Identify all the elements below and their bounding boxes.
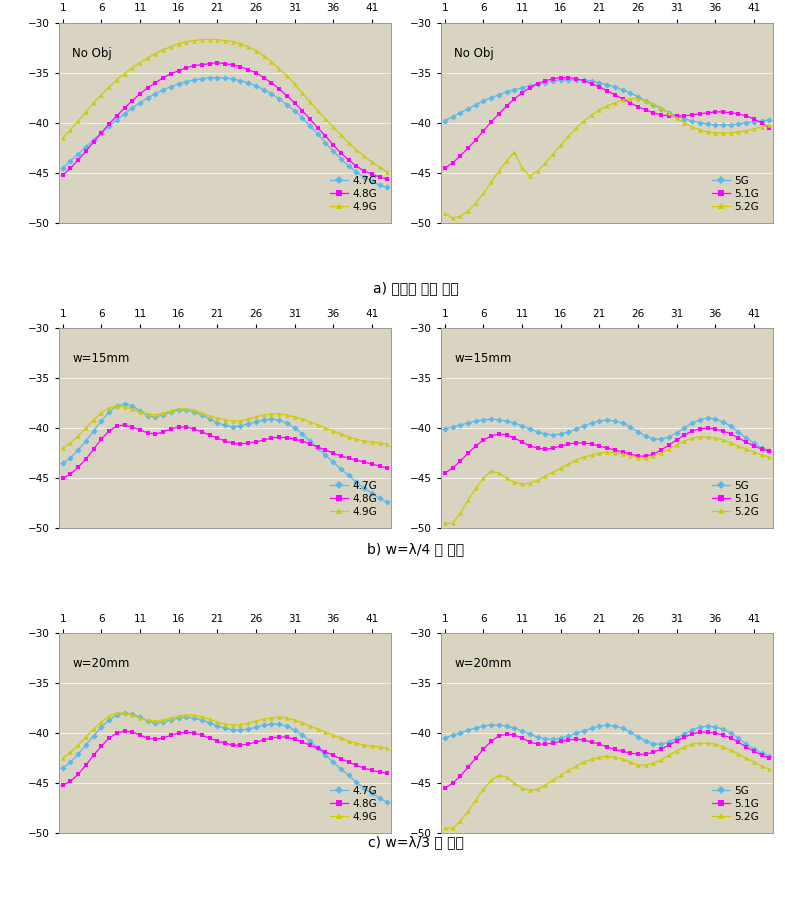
Legend: 4.7G, 4.8G, 4.9G: 4.7G, 4.8G, 4.9G	[327, 784, 379, 824]
Text: w=20mm: w=20mm	[455, 657, 512, 669]
Legend: 4.7G, 4.8G, 4.9G: 4.7G, 4.8G, 4.9G	[327, 174, 379, 214]
Legend: 5G, 5.1G, 5.2G: 5G, 5.1G, 5.2G	[710, 784, 761, 824]
Text: No Obj: No Obj	[72, 47, 112, 59]
Legend: 5G, 5.1G, 5.2G: 5G, 5.1G, 5.2G	[710, 174, 761, 214]
Text: a) 물체가 없는 경우: a) 물체가 없는 경우	[373, 281, 459, 296]
Legend: 5G, 5.1G, 5.2G: 5G, 5.1G, 5.2G	[710, 479, 761, 519]
Text: No Obj: No Obj	[455, 47, 494, 59]
Text: b) w=λ/4 인 물체: b) w=λ/4 인 물체	[367, 542, 465, 557]
Text: w=15mm: w=15mm	[72, 351, 130, 365]
Text: w=20mm: w=20mm	[72, 657, 130, 669]
Text: w=15mm: w=15mm	[455, 351, 512, 365]
Legend: 4.7G, 4.8G, 4.9G: 4.7G, 4.8G, 4.9G	[327, 479, 379, 519]
Text: c) w=λ/3 인 물체: c) w=λ/3 인 물체	[368, 835, 464, 850]
